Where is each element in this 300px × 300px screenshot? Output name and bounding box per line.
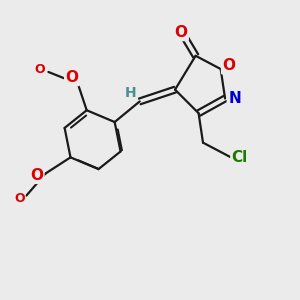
Text: O: O — [174, 25, 188, 40]
Text: O: O — [14, 192, 25, 205]
Text: N: N — [228, 91, 241, 106]
Text: O: O — [35, 63, 46, 76]
Text: O: O — [222, 58, 236, 73]
Text: O: O — [30, 167, 43, 182]
Text: H: H — [125, 85, 137, 100]
Text: Cl: Cl — [232, 150, 248, 165]
Text: O: O — [65, 70, 79, 85]
